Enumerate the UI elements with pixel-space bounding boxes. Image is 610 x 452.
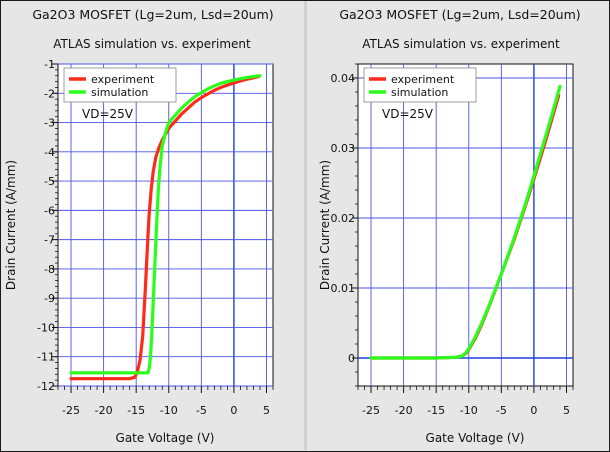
y-tick-label: -12	[37, 380, 55, 393]
y-tick-label: -5	[44, 175, 55, 188]
plot-area	[57, 63, 274, 387]
x-axis-label: Gate Voltage (V)	[426, 431, 525, 445]
chart-panel-1: Ga2O3 MOSFET (Lg=2um, Lsd=20um) ATLAS sim…	[4, 7, 274, 445]
y-tick-label: -11	[37, 351, 55, 364]
x-tick-label: -10	[460, 404, 478, 417]
annotation-vd: VD=25V	[382, 107, 434, 121]
x-tick-label: -20	[95, 404, 113, 417]
chart-subtitle: ATLAS simulation vs. experiment	[362, 37, 560, 51]
x-tick-label: -25	[62, 404, 80, 417]
y-axis-label: Drain Current (A/mm)	[318, 160, 332, 290]
y-tick-label: 0.02	[331, 212, 356, 225]
x-tick-label: -15	[127, 404, 145, 417]
x-tick-label: 0	[530, 404, 537, 417]
legend-label: experiment	[391, 73, 455, 86]
y-tick-label: 0.03	[331, 142, 356, 155]
x-tick-label: 5	[563, 404, 570, 417]
series-line-simulation	[369, 84, 562, 360]
x-tick-label: -20	[395, 404, 413, 417]
x-tick-label: -5	[496, 404, 507, 417]
series-line-experiment	[69, 74, 261, 381]
y-tick-label: -8	[44, 263, 55, 276]
y-tick-label: -10	[37, 321, 55, 334]
legend-label: simulation	[91, 86, 148, 99]
series-line-simulation	[69, 74, 262, 375]
y-tick-label: 0.01	[331, 282, 356, 295]
legend-label: simulation	[391, 86, 448, 99]
legend-label: experiment	[91, 73, 155, 86]
legend-box	[363, 67, 477, 103]
y-tick-label: -1	[44, 58, 55, 71]
x-tick-label: -15	[427, 404, 445, 417]
chart-subtitle: ATLAS simulation vs. experiment	[53, 37, 251, 51]
y-tick-label: -7	[44, 234, 55, 247]
y-tick-label: 0.04	[331, 72, 356, 85]
y-tick-label: -2	[44, 87, 55, 100]
x-tick-label: 5	[263, 404, 270, 417]
chart-title: Ga2O3 MOSFET (Lg=2um, Lsd=20um)	[339, 7, 580, 22]
y-tick-label: 0	[348, 352, 355, 365]
x-tick-label: -25	[362, 404, 380, 417]
panel-divider	[304, 1, 307, 450]
x-tick-label: -5	[196, 404, 207, 417]
x-axis-label: Gate Voltage (V)	[116, 431, 215, 445]
chart-title: Ga2O3 MOSFET (Lg=2um, Lsd=20um)	[32, 7, 273, 22]
x-tick-label: -10	[160, 404, 178, 417]
y-axis-label: Drain Current (A/mm)	[4, 160, 18, 290]
gridlines	[358, 64, 573, 386]
y-tick-label: -9	[44, 292, 55, 305]
y-tick-label: -4	[44, 146, 55, 159]
legend-box	[63, 67, 177, 103]
y-tick-label: -3	[44, 117, 55, 130]
plot-area	[357, 63, 574, 387]
annotation-vd: VD=25V	[82, 107, 134, 121]
x-tick-label: 0	[230, 404, 237, 417]
chart-panel-2: Ga2O3 MOSFET (Lg=2um, Lsd=20um) ATLAS sim…	[318, 7, 581, 445]
y-tick-label: -6	[44, 204, 55, 217]
